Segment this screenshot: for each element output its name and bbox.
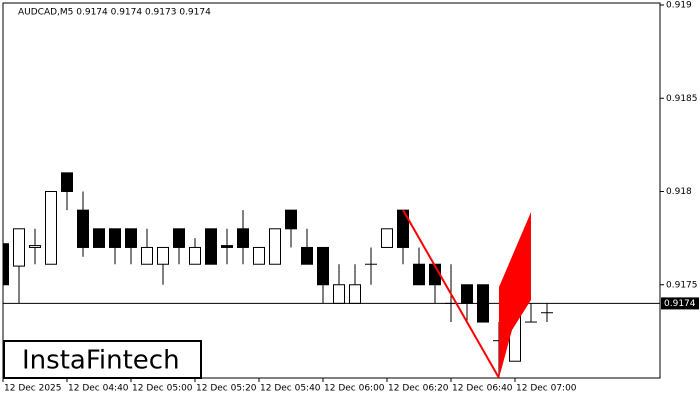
last-price-box <box>661 297 699 310</box>
chart-title: AUDCAD,M5 0.9174 0.9174 0.9173 0.9174 <box>18 8 211 18</box>
x-tick-label: 12 Dec 07:00 <box>516 384 577 394</box>
x-tick-label: 12 Dec 04:40 <box>68 384 129 394</box>
x-tick-label: 12 Dec 05:20 <box>196 384 257 394</box>
y-tick-label: 0.9175 <box>666 280 698 290</box>
pattern-pole <box>402 209 500 378</box>
candle-body <box>205 228 217 265</box>
candle-body <box>349 284 361 304</box>
candle-body <box>189 246 201 265</box>
candle-body <box>253 246 265 265</box>
candle-body <box>285 209 297 230</box>
candle-body <box>77 209 89 248</box>
candle-body <box>29 245 41 248</box>
logo-box <box>3 340 202 379</box>
candle-body <box>237 228 249 248</box>
candle-body <box>413 263 425 286</box>
candle-body <box>125 228 137 248</box>
x-tick-label: 12 Dec 05:40 <box>260 384 321 394</box>
candle-body <box>269 228 281 265</box>
x-tick-label: 12 Dec 06:00 <box>324 384 385 394</box>
x-tick-label: 12 Dec 05:00 <box>132 384 193 394</box>
candle-body <box>461 284 473 304</box>
last-price-label: 0.9174 <box>664 299 696 309</box>
candle-body <box>109 228 121 248</box>
candle-body <box>45 191 57 265</box>
x-tick-label: 12 Dec 2025 <box>4 384 62 394</box>
logo: InstaFintech <box>22 346 180 376</box>
candle-body <box>301 246 313 265</box>
candle-body <box>3 243 9 286</box>
plot-frame <box>2 2 661 379</box>
candle-body <box>13 228 25 267</box>
y-tick-label: 0.9185 <box>666 94 698 104</box>
candle-body <box>157 246 169 265</box>
pattern-flag <box>499 212 531 378</box>
candle-body <box>93 228 105 248</box>
x-tick-label: 12 Dec 06:20 <box>388 384 449 394</box>
candle-body <box>381 228 393 248</box>
y-tick-label: 0.919 <box>666 1 692 11</box>
candle-body <box>221 245 233 248</box>
y-tick-label: 0.918 <box>666 187 692 197</box>
candle-body <box>317 246 329 286</box>
candle-body <box>333 284 345 304</box>
x-tick-label: 12 Dec 06:40 <box>452 384 513 394</box>
plot-area <box>3 172 660 378</box>
candle-body <box>141 246 153 265</box>
candle-body <box>173 228 185 248</box>
candle-body <box>61 172 73 193</box>
